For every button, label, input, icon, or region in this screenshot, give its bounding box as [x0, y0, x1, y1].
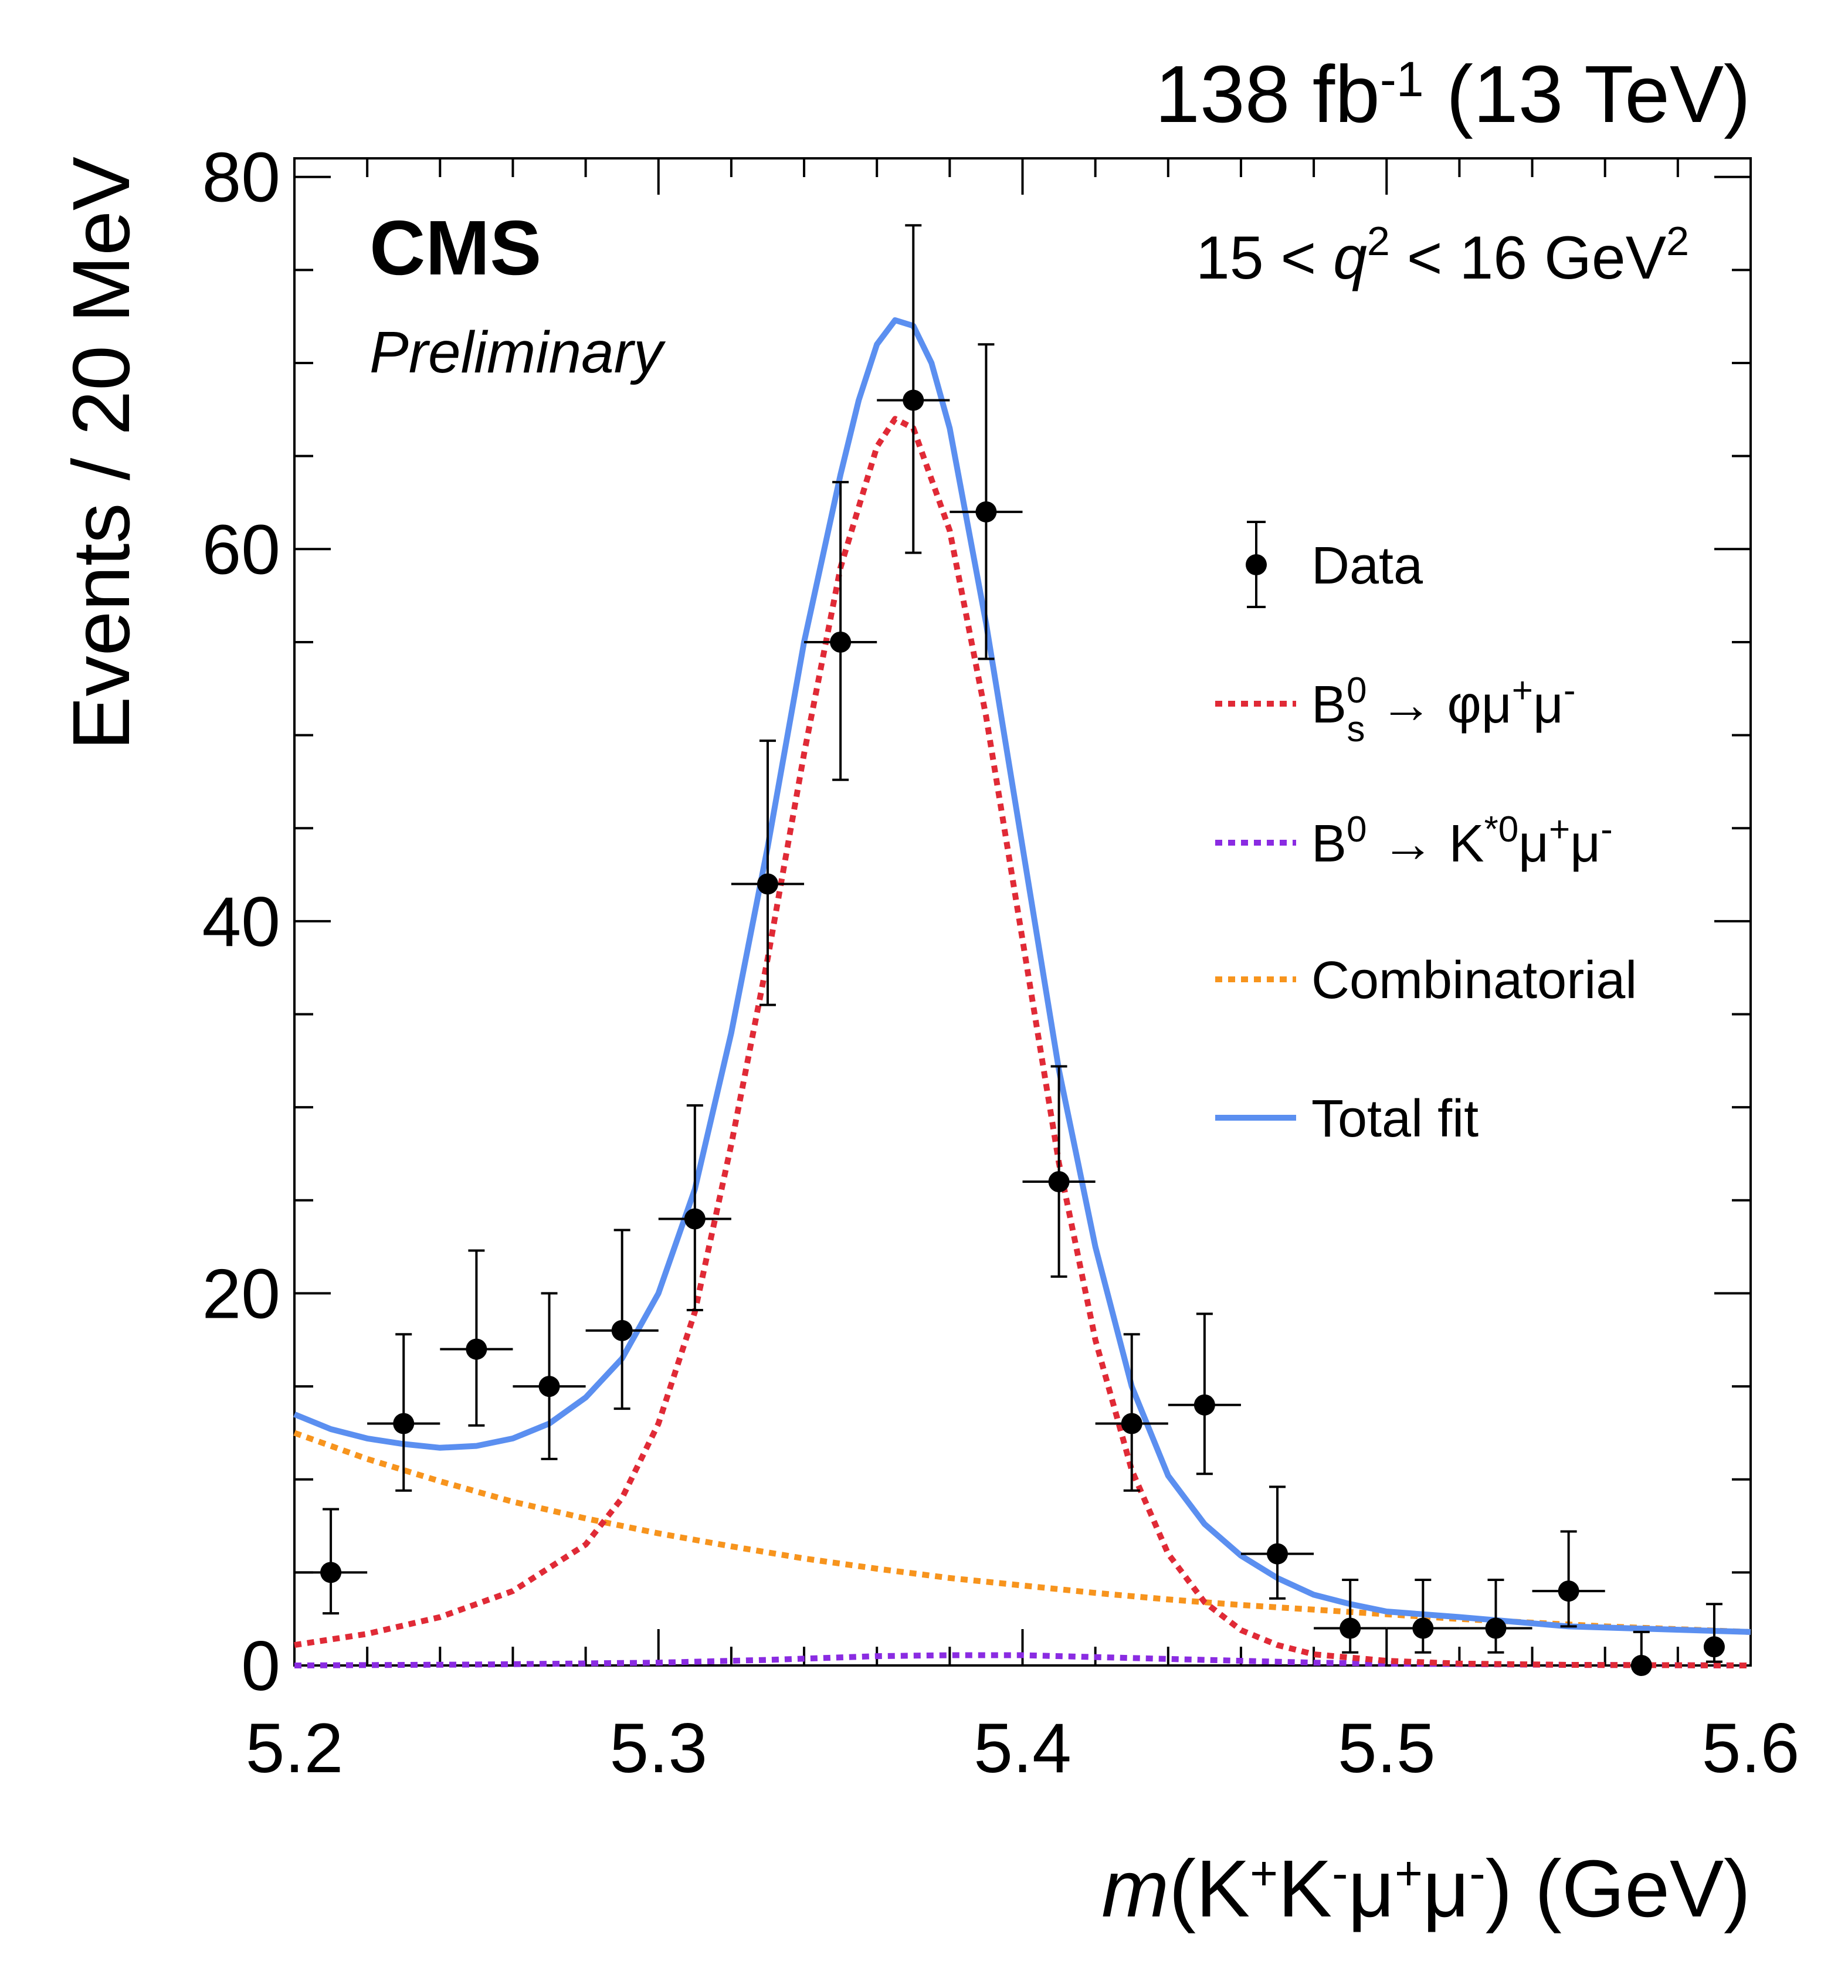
x-tick-label: 5.3	[609, 1709, 707, 1787]
data-point-marker	[757, 873, 778, 895]
data-point-marker	[1558, 1580, 1579, 1602]
data-point-marker	[1267, 1543, 1288, 1565]
data-point	[877, 224, 950, 554]
bs-signal-curve	[294, 416, 1751, 1668]
data-point-marker	[830, 631, 852, 653]
data-point-marker	[1048, 1171, 1070, 1193]
data-point	[1022, 1065, 1096, 1278]
data-point	[1386, 1579, 1460, 1654]
data-point-marker	[903, 389, 924, 411]
data-point	[950, 343, 1023, 660]
data-point	[1532, 1530, 1605, 1628]
legend-label-bs-signal: B0 s → φμ+μ-	[1311, 670, 1575, 749]
legend-item-combinatorial: Combinatorial	[1215, 951, 1637, 1010]
data-point	[731, 739, 805, 1006]
legend-item-bs-signal: B0 s → φμ+μ-	[1215, 670, 1575, 749]
data-point-marker	[538, 1376, 560, 1397]
x-tick-label: 5.4	[974, 1709, 1071, 1787]
legend-item-data: Data	[1246, 521, 1423, 608]
selection-label: 15 < q2 < 16 GeV2	[1196, 218, 1689, 292]
data-points	[294, 224, 1725, 1676]
x-tick-label: 5.5	[1338, 1709, 1436, 1787]
data-point-marker	[320, 1562, 342, 1583]
legend-label-combinatorial: Combinatorial	[1311, 951, 1637, 1010]
data-point-marker	[611, 1319, 633, 1341]
data-point-marker	[684, 1208, 706, 1230]
data-point	[585, 1229, 659, 1410]
data-point-marker	[1193, 1394, 1215, 1416]
data-point-marker	[393, 1413, 415, 1434]
data-point-marker	[1703, 1636, 1725, 1658]
x-tick-label: 5.2	[246, 1709, 344, 1787]
data-point	[1630, 1630, 1652, 1676]
data-point	[367, 1333, 440, 1492]
lumi-label: 138 fb-1 (13 TeV)	[1155, 49, 1751, 140]
legend-label-total-fit: Total fit	[1311, 1090, 1479, 1148]
data-point	[440, 1249, 513, 1427]
data-point	[513, 1292, 586, 1460]
axis-ticks	[293, 158, 1752, 1667]
y-axis-label: Events / 20 MeV	[56, 157, 147, 751]
y-tick-label: 0	[241, 1627, 280, 1705]
b0-background-curve	[294, 1652, 1751, 1668]
data-point	[658, 1104, 731, 1311]
data-point	[1095, 1333, 1168, 1492]
y-tick-label: 40	[202, 883, 280, 961]
data-point-marker	[1121, 1413, 1142, 1434]
data-point	[1314, 1579, 1387, 1654]
data-point	[804, 481, 877, 781]
preliminary-label: Preliminary	[369, 320, 666, 385]
legend-item-b0-background: B0 → K*0μ+μ-	[1215, 809, 1613, 873]
data-point-marker	[975, 501, 997, 523]
y-tick-label: 80	[202, 138, 280, 217]
data-point-marker	[466, 1338, 487, 1360]
x-tick-label: 5.6	[1702, 1709, 1800, 1787]
data-point	[1240, 1485, 1314, 1600]
legend: Data B0 s → φμ+μ- B0 → K*0μ+μ- Combinator…	[1215, 521, 1637, 1148]
data-point	[294, 1508, 368, 1615]
y-tick-label: 20	[202, 1254, 280, 1333]
data-point	[1703, 1603, 1725, 1663]
legend-label-b0-background: B0 → K*0μ+μ-	[1311, 809, 1613, 873]
data-point-marker	[1485, 1617, 1507, 1639]
data-point-marker	[1630, 1655, 1652, 1676]
data-point	[1168, 1312, 1241, 1475]
cms-label: CMS	[369, 205, 541, 291]
data-point-marker	[1340, 1617, 1361, 1639]
y-tick-label: 60	[202, 510, 280, 589]
combinatorial-curve	[293, 1430, 1751, 1635]
data-point	[1459, 1579, 1532, 1654]
x-axis-label: m(K+K-μ+μ-) (GeV)	[1101, 1844, 1751, 1934]
legend-item-total-fit: Total fit	[1215, 1090, 1479, 1148]
legend-label-data: Data	[1311, 537, 1423, 595]
data-point-marker	[1412, 1617, 1434, 1639]
axis-tick-labels: 5.2 5.3 5.4 5.5 5.6 0 20 40 60 80	[202, 138, 1800, 1787]
